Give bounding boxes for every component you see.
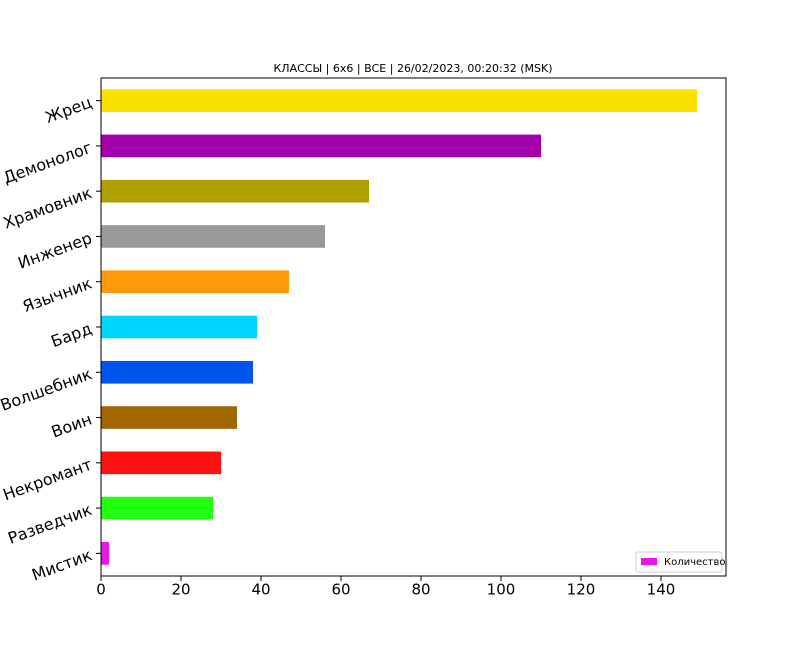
x-tick-label: 80 — [411, 581, 430, 599]
x-tick-label: 100 — [487, 581, 516, 599]
bar — [101, 270, 289, 294]
y-tick-label: Инженер — [15, 228, 94, 272]
y-tick-label: Воин — [49, 409, 95, 441]
bar — [101, 360, 253, 384]
legend-box — [635, 551, 723, 573]
y-tick-label: Бард — [48, 319, 94, 351]
bar — [101, 315, 257, 339]
bar — [101, 89, 697, 112]
x-tick-label: 0 — [96, 581, 106, 599]
bar — [101, 225, 325, 248]
y-tick-label: Язычник — [20, 274, 95, 317]
bar — [101, 451, 221, 475]
chart-title: КЛАССЫ | 6х6 | ВСЕ | 26/02/2023, 00:20:3… — [273, 62, 552, 75]
bar — [101, 542, 109, 565]
y-tick-label: Мистик — [29, 545, 94, 584]
x-tick-label: 40 — [251, 581, 270, 599]
plot-frame — [100, 77, 727, 577]
y-tick-label: Некромант — [0, 455, 94, 505]
y-tick-label: Волшебник — [0, 364, 95, 415]
bar — [101, 406, 237, 429]
y-tick-label: Демонолог — [1, 138, 95, 188]
y-tick-label: Жрец — [43, 93, 95, 127]
x-tick-label: 20 — [171, 581, 190, 599]
y-tick-label: Разведчик — [5, 500, 94, 548]
x-tick-label: 140 — [647, 581, 676, 599]
y-tick-label: Храмовник — [1, 183, 95, 233]
bar — [101, 496, 213, 520]
x-tick-label: 120 — [567, 581, 596, 599]
bar — [101, 134, 541, 158]
x-tick-label: 60 — [331, 581, 350, 599]
legend-swatch — [641, 558, 657, 565]
legend-label: Количество — [664, 557, 726, 568]
bar — [101, 179, 369, 203]
